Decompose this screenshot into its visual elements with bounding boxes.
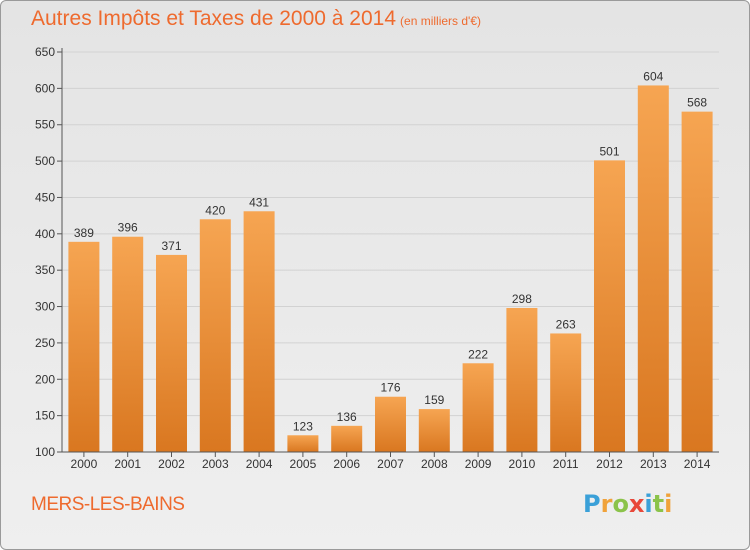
bar-value-label: 159 <box>424 393 444 407</box>
x-tick-label: 2012 <box>596 457 623 471</box>
x-tick-label: 2009 <box>465 457 492 471</box>
bar <box>594 160 625 452</box>
x-tick-label: 2008 <box>421 457 448 471</box>
y-tick-label: 200 <box>35 372 55 386</box>
bar-value-label: 420 <box>205 203 225 217</box>
x-tick-label: 2006 <box>333 457 360 471</box>
y-tick-label: 650 <box>35 45 55 59</box>
y-tick-label: 350 <box>35 263 55 277</box>
bar-value-label: 568 <box>687 96 707 110</box>
y-tick-label: 600 <box>35 81 55 95</box>
y-tick-label: 450 <box>35 190 55 204</box>
chart-subtitle: (en milliers d'€) <box>400 14 482 28</box>
x-tick-label: 2003 <box>202 457 229 471</box>
bar-value-label: 263 <box>556 317 576 331</box>
bar <box>637 85 669 453</box>
y-tick-label: 400 <box>35 227 55 241</box>
x-tick-label: 2001 <box>114 457 141 471</box>
bar <box>418 409 450 452</box>
bar-value-label: 501 <box>599 144 619 158</box>
bar-value-label: 371 <box>161 239 181 253</box>
logo-letter: o <box>612 490 629 518</box>
y-axis-ticks: 100 150 200 250 300 350 400 450 500 550 600 650 <box>35 45 62 459</box>
bar <box>156 254 187 452</box>
bar <box>462 363 494 452</box>
y-tick-label: 250 <box>35 336 55 350</box>
bar-value-label: 604 <box>643 69 663 83</box>
bar <box>331 425 363 452</box>
axes <box>61 48 719 453</box>
bar-value-label: 298 <box>512 292 532 306</box>
x-tick-label: 2010 <box>509 457 536 471</box>
bar-value-label: 222 <box>468 347 488 361</box>
y-tick-label: 100 <box>35 445 55 459</box>
y-tick-label: 300 <box>35 300 55 314</box>
x-tick-label: 2004 <box>246 457 273 471</box>
bar <box>375 396 406 452</box>
logo-letter: t <box>652 490 665 518</box>
logo-letter: i <box>644 490 653 518</box>
place-name: MERS-LES-BAINS <box>31 494 185 515</box>
bar <box>550 333 582 452</box>
bar <box>287 435 319 452</box>
y-tick-label: 500 <box>35 154 55 168</box>
x-tick-label: 2005 <box>290 457 317 471</box>
y-tick-label: 550 <box>35 118 55 132</box>
bar-value-label: 176 <box>380 381 400 395</box>
chart-title-text: Autres Impôts et Taxes de 2000 à 2014 <box>31 7 397 30</box>
logo-letter: r <box>600 490 613 518</box>
bar <box>199 219 231 452</box>
bar <box>112 236 144 452</box>
bar <box>506 308 538 452</box>
x-tick-label: 2014 <box>684 457 711 471</box>
bar-value-label: 431 <box>249 195 269 209</box>
bar-value-label: 396 <box>118 221 138 235</box>
bar <box>243 211 275 452</box>
x-tick-label: 2011 <box>553 457 579 471</box>
x-tick-label: 2013 <box>640 457 667 471</box>
bar <box>681 111 713 453</box>
logo-letter: x <box>628 490 645 518</box>
x-tick-label: 2000 <box>71 457 98 471</box>
x-tick-label: 2002 <box>158 457 185 471</box>
chart-title: Autres Impôts et Taxes de 2000 à 2014 (en… <box>31 7 481 31</box>
logo-letter: i <box>664 490 673 518</box>
bar <box>68 241 100 452</box>
proxiti-logo: Proxiti <box>583 490 672 518</box>
bars: 389 396 371 420 431 123 136 176 159 222 298 263 501 6… <box>68 69 713 453</box>
y-tick-label: 150 <box>35 409 55 423</box>
x-axis-ticks: 2000 2001 2002 2003 2004 2005 2006 2007 2008 2009… <box>71 452 711 471</box>
logo-letter: P <box>583 490 601 518</box>
bar-value-label: 389 <box>74 226 94 240</box>
bar-value-label: 136 <box>337 410 357 424</box>
x-tick-label: 2007 <box>377 457 404 471</box>
bar-value-label: 123 <box>293 419 313 433</box>
